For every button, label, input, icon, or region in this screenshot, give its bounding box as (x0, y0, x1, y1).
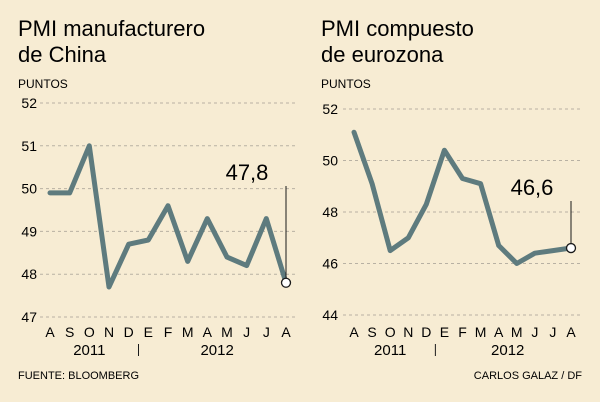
x-tick-label: M (475, 324, 487, 340)
year-label: 2011 (73, 342, 105, 359)
x-tick-label: E (440, 324, 449, 340)
x-tick-label: S (367, 324, 376, 340)
last-point-marker (280, 277, 292, 288)
x-tick-label: J (243, 324, 250, 340)
callout-value: 46,6 (511, 175, 554, 200)
left-chart-ylabel: PUNTOS (18, 77, 68, 91)
x-tick-label: F (164, 324, 173, 340)
x-tick-label: A (494, 324, 504, 340)
x-tick-label: J (549, 324, 556, 340)
y-tick-label: 47 (21, 309, 37, 325)
x-tick-label: A (566, 324, 576, 340)
x-tick-label: N (104, 324, 114, 340)
y-tick-label: 51 (21, 138, 37, 154)
y-tick-label: 50 (322, 153, 338, 169)
x-tick-label: M (221, 324, 233, 340)
x-tick-label: A (281, 324, 291, 340)
series-line (47, 143, 289, 290)
x-tick-label: E (144, 324, 153, 340)
year-label: 2012 (200, 342, 233, 359)
y-tick-label: 52 (322, 101, 338, 117)
right-chart-ylabel: PUNTOS (321, 77, 371, 91)
x-tick-label: J (531, 324, 538, 340)
x-tick-label: A (349, 324, 359, 340)
left-chart-title-line2: de China (18, 42, 107, 67)
year-label: 2011 (374, 342, 406, 359)
left-chart-title-line1: PMI manufacturero (18, 16, 205, 41)
right-chart-title-line1: PMI compuesto (321, 16, 474, 41)
y-tick-label: 46 (322, 256, 338, 272)
year-label: 2012 (491, 342, 524, 359)
credit-note: CARLOS GALAZ / DF (474, 370, 582, 382)
last-point-marker (565, 242, 577, 254)
x-tick-label: D (421, 324, 431, 340)
x-tick-label: A (45, 324, 55, 340)
y-tick-label: 50 (21, 181, 37, 197)
x-tick-label: A (203, 324, 213, 340)
y-tick-label: 44 (322, 307, 338, 323)
x-tick-label: J (263, 324, 270, 340)
x-tick-label: N (403, 324, 413, 340)
y-tick-label: 48 (21, 266, 37, 282)
callout-value: 47,8 (226, 160, 269, 185)
source-note: FUENTE: BLOOMBERG (18, 370, 139, 382)
x-tick-label: M (511, 324, 523, 340)
right-chart-title-line2: de eurozona (321, 42, 444, 67)
series-line (351, 129, 574, 266)
x-tick-label: D (124, 324, 134, 340)
y-tick-label: 52 (21, 95, 37, 111)
y-tick-label: 48 (322, 204, 338, 220)
x-tick-label: S (65, 324, 74, 340)
y-tick-label: 49 (21, 223, 37, 239)
x-tick-label: M (182, 324, 194, 340)
x-tick-label: O (84, 324, 95, 340)
x-tick-label: F (458, 324, 467, 340)
x-tick-label: O (385, 324, 396, 340)
